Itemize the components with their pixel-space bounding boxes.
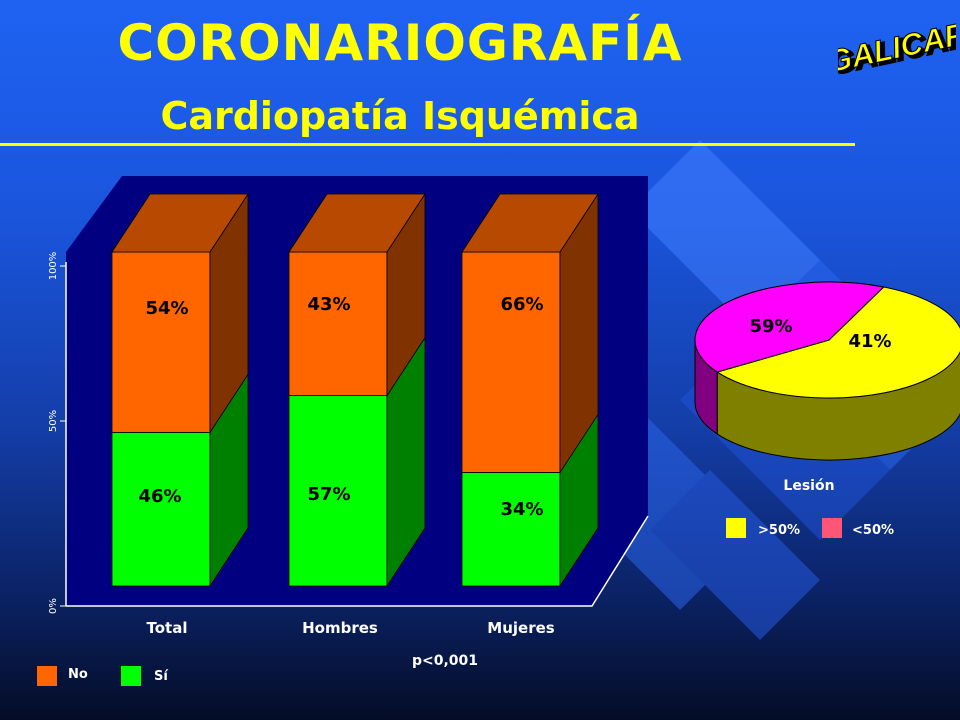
x-tick-label-hombres: Hombres [302, 619, 378, 637]
page-subtitle: Cardiopatía Isquémica [160, 94, 640, 138]
x-tick-label-total: Total [147, 619, 188, 637]
data-label-si-mujeres: 34% [500, 499, 543, 520]
bar-si-hombres [288, 336, 426, 588]
pie-legend-swatch-gt50 [726, 518, 746, 538]
bar-no-mujeres [461, 192, 599, 474]
bar-top-total [111, 193, 249, 253]
pie-label-lt50: 41% [848, 331, 891, 352]
bar-si-total [111, 373, 249, 588]
legend-no-swatch [37, 666, 57, 686]
data-label-si-total: 46% [138, 486, 181, 507]
pie-legend-label-lt50: <50% [852, 523, 894, 538]
bar-top-hombres [288, 193, 426, 253]
y-tick-label: 50% [48, 410, 59, 432]
data-label-no-total: 54% [145, 298, 188, 319]
x-tick-label-mujeres: Mujeres [487, 619, 554, 637]
legend-si-label: Sí [154, 669, 168, 684]
pie-slice-gt50 [716, 286, 960, 399]
page-title: CORONARIOGRAFÍA [117, 14, 683, 72]
bar-no-total [111, 192, 249, 434]
bar-si-mujeres [461, 413, 599, 588]
pie-label-gt50: 59% [749, 316, 792, 337]
p-value: p<0,001 [412, 653, 479, 669]
legend-no-label: No [68, 667, 88, 682]
data-label-no-hombres: 43% [307, 294, 350, 315]
pie-title: Lesión [783, 478, 834, 494]
pie-chart: 59% 41% Lesión >50% <50% [694, 281, 960, 538]
title-underline [0, 143, 855, 146]
galicap-logo: GALICAP GALICAP [838, 15, 956, 78]
floor-outline [66, 515, 649, 607]
bar-no-hombres [288, 192, 426, 397]
data-label-no-mujeres: 66% [500, 294, 543, 315]
y-tick-label: 100% [48, 252, 59, 281]
legend-si-swatch [121, 666, 141, 686]
data-label-si-hombres: 57% [307, 484, 350, 505]
bar-top-mujeres [461, 193, 599, 253]
y-tick-label: 0% [48, 598, 59, 614]
pie-legend-swatch-lt50 [822, 518, 842, 538]
pie-legend-label-gt50: >50% [758, 523, 800, 538]
chart-side-wall [66, 176, 122, 606]
stacked-bar-chart: 0% 50% 100% 54% 46% Total 43% 57% Hombres 66% 34% M… [48, 176, 649, 637]
pie-slice-lt50 [694, 281, 885, 373]
